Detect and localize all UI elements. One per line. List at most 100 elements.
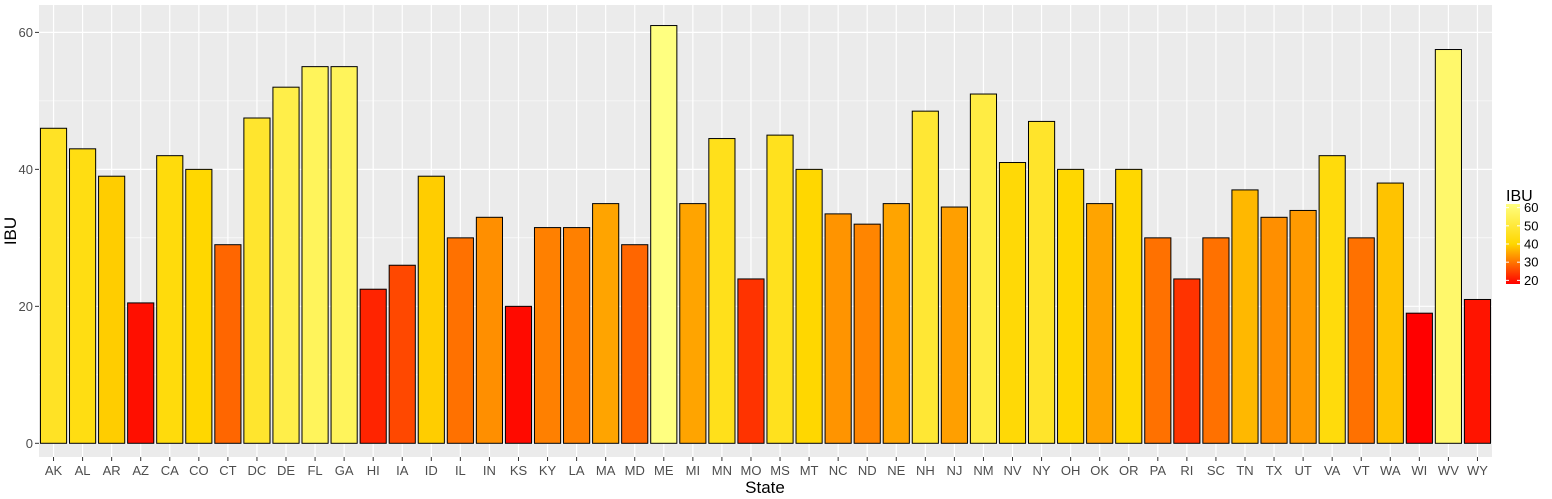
x-axis-title: State — [745, 478, 785, 497]
bar-sc — [1202, 237, 1230, 444]
bar-ca — [156, 155, 184, 444]
y-tick-label: 60 — [19, 25, 33, 40]
bar-md — [621, 244, 649, 444]
x-tick-label-mn: MN — [712, 463, 732, 478]
x-tick-label-ut: UT — [1294, 463, 1311, 478]
x-tick-label-ak: AK — [45, 463, 63, 478]
x-tick-label-ca: CA — [161, 463, 179, 478]
x-tick-label-mo: MO — [740, 463, 761, 478]
bar-ne — [882, 203, 910, 444]
bar-ga — [330, 66, 358, 444]
bar-wy — [1463, 298, 1492, 444]
bar-ms — [766, 134, 794, 444]
x-tick-label-nc: NC — [829, 463, 848, 478]
y-tick-label: 0 — [26, 436, 33, 451]
x-tick-label-oh: OH — [1061, 463, 1081, 478]
x-tick-label-nm: NM — [973, 463, 993, 478]
x-tick-label-de: DE — [277, 463, 295, 478]
bar-me — [650, 25, 678, 444]
bar-ky — [533, 227, 562, 444]
x-tick-label-id: ID — [425, 463, 438, 478]
x-tick-label-fl: FL — [307, 463, 322, 478]
y-axis-title: IBU — [1, 217, 20, 245]
x-tick-label-ok: OK — [1090, 463, 1109, 478]
x-tick-label-ks: KS — [510, 463, 528, 478]
legend-tick-label: 60 — [1524, 200, 1538, 215]
bar-oh — [1057, 168, 1085, 444]
bar-nm — [969, 93, 998, 444]
bar-mo — [737, 278, 765, 444]
bar-ma — [592, 203, 620, 444]
x-tick-label-ga: GA — [335, 463, 354, 478]
bar-co — [185, 168, 213, 444]
bar-ia — [388, 264, 416, 444]
x-tick-label-tn: TN — [1236, 463, 1253, 478]
bar-vt — [1347, 237, 1375, 444]
bar-fl — [301, 66, 329, 444]
bar-wv — [1434, 49, 1462, 444]
x-tick-label-ri: RI — [1180, 463, 1193, 478]
x-tick-label-ma: MA — [596, 463, 616, 478]
bar-ar — [98, 175, 126, 444]
bar-ks — [504, 305, 533, 444]
legend-colorbar — [1506, 204, 1520, 284]
bar-wi — [1405, 312, 1433, 444]
x-tick-label-vt: VT — [1353, 463, 1370, 478]
legend: IBU 20 30 40 50 60 — [1506, 188, 1538, 288]
bar-dc — [243, 117, 271, 444]
x-tick-label-al: AL — [75, 463, 91, 478]
x-tick-label-me: ME — [654, 463, 674, 478]
x-tick-label-wv: WV — [1438, 463, 1459, 478]
x-tick-label-az: AZ — [132, 463, 149, 478]
bar-nv — [998, 162, 1027, 444]
x-tick-label-hi: HI — [367, 463, 380, 478]
y-tick-label: 40 — [19, 162, 33, 177]
x-tick-label-mt: MT — [800, 463, 819, 478]
x-tick-label-dc: DC — [248, 463, 267, 478]
x-tick-label-nh: NH — [916, 463, 935, 478]
bar-al — [69, 148, 97, 444]
bar-ut — [1289, 209, 1317, 444]
bar-ak — [39, 127, 68, 444]
bar-nc — [824, 213, 852, 444]
bar-wa — [1376, 182, 1404, 444]
x-tick-label-nj: NJ — [946, 463, 962, 478]
bar-mn — [708, 138, 736, 444]
x-tick-label-ia: IA — [396, 463, 409, 478]
bar-la — [563, 227, 591, 444]
x-tick-label-ne: NE — [887, 463, 905, 478]
x-tick-label-md: MD — [625, 463, 645, 478]
x-tick-label-co: CO — [189, 463, 209, 478]
legend-title: IBU — [1506, 188, 1533, 205]
x-tick-label-nv: NV — [1003, 463, 1021, 478]
x-tick-label-nd: ND — [858, 463, 877, 478]
x-tick-label-in: IN — [483, 463, 496, 478]
bar-mt — [795, 168, 823, 444]
bars — [39, 25, 1492, 444]
bar-nh — [911, 110, 939, 444]
x-tick-label-or: OR — [1119, 463, 1139, 478]
bar-pa — [1144, 237, 1172, 444]
bar-va — [1318, 155, 1346, 444]
bar-ri — [1173, 278, 1201, 444]
bar-id — [417, 175, 445, 444]
y-tick-label: 20 — [19, 299, 33, 314]
x-tick-label-va: VA — [1324, 463, 1341, 478]
x-tick-label-la: LA — [569, 463, 585, 478]
x-tick-label-pa: PA — [1150, 463, 1167, 478]
x-tick-label-ms: MS — [770, 463, 790, 478]
x-tick-label-ky: KY — [539, 463, 557, 478]
y-axis: 0 20 40 60 — [19, 25, 39, 451]
bar-il — [446, 237, 474, 444]
x-tick-label-ar: AR — [103, 463, 121, 478]
bar-or — [1115, 168, 1143, 444]
bar-tx — [1260, 216, 1288, 444]
bar-nj — [940, 206, 968, 444]
bar-de — [272, 86, 300, 444]
bar-ct — [214, 244, 242, 444]
bar-nd — [853, 223, 881, 444]
legend-tick-label: 50 — [1524, 218, 1538, 233]
x-tick-label-ny: NY — [1033, 463, 1051, 478]
bar-ok — [1086, 203, 1114, 444]
